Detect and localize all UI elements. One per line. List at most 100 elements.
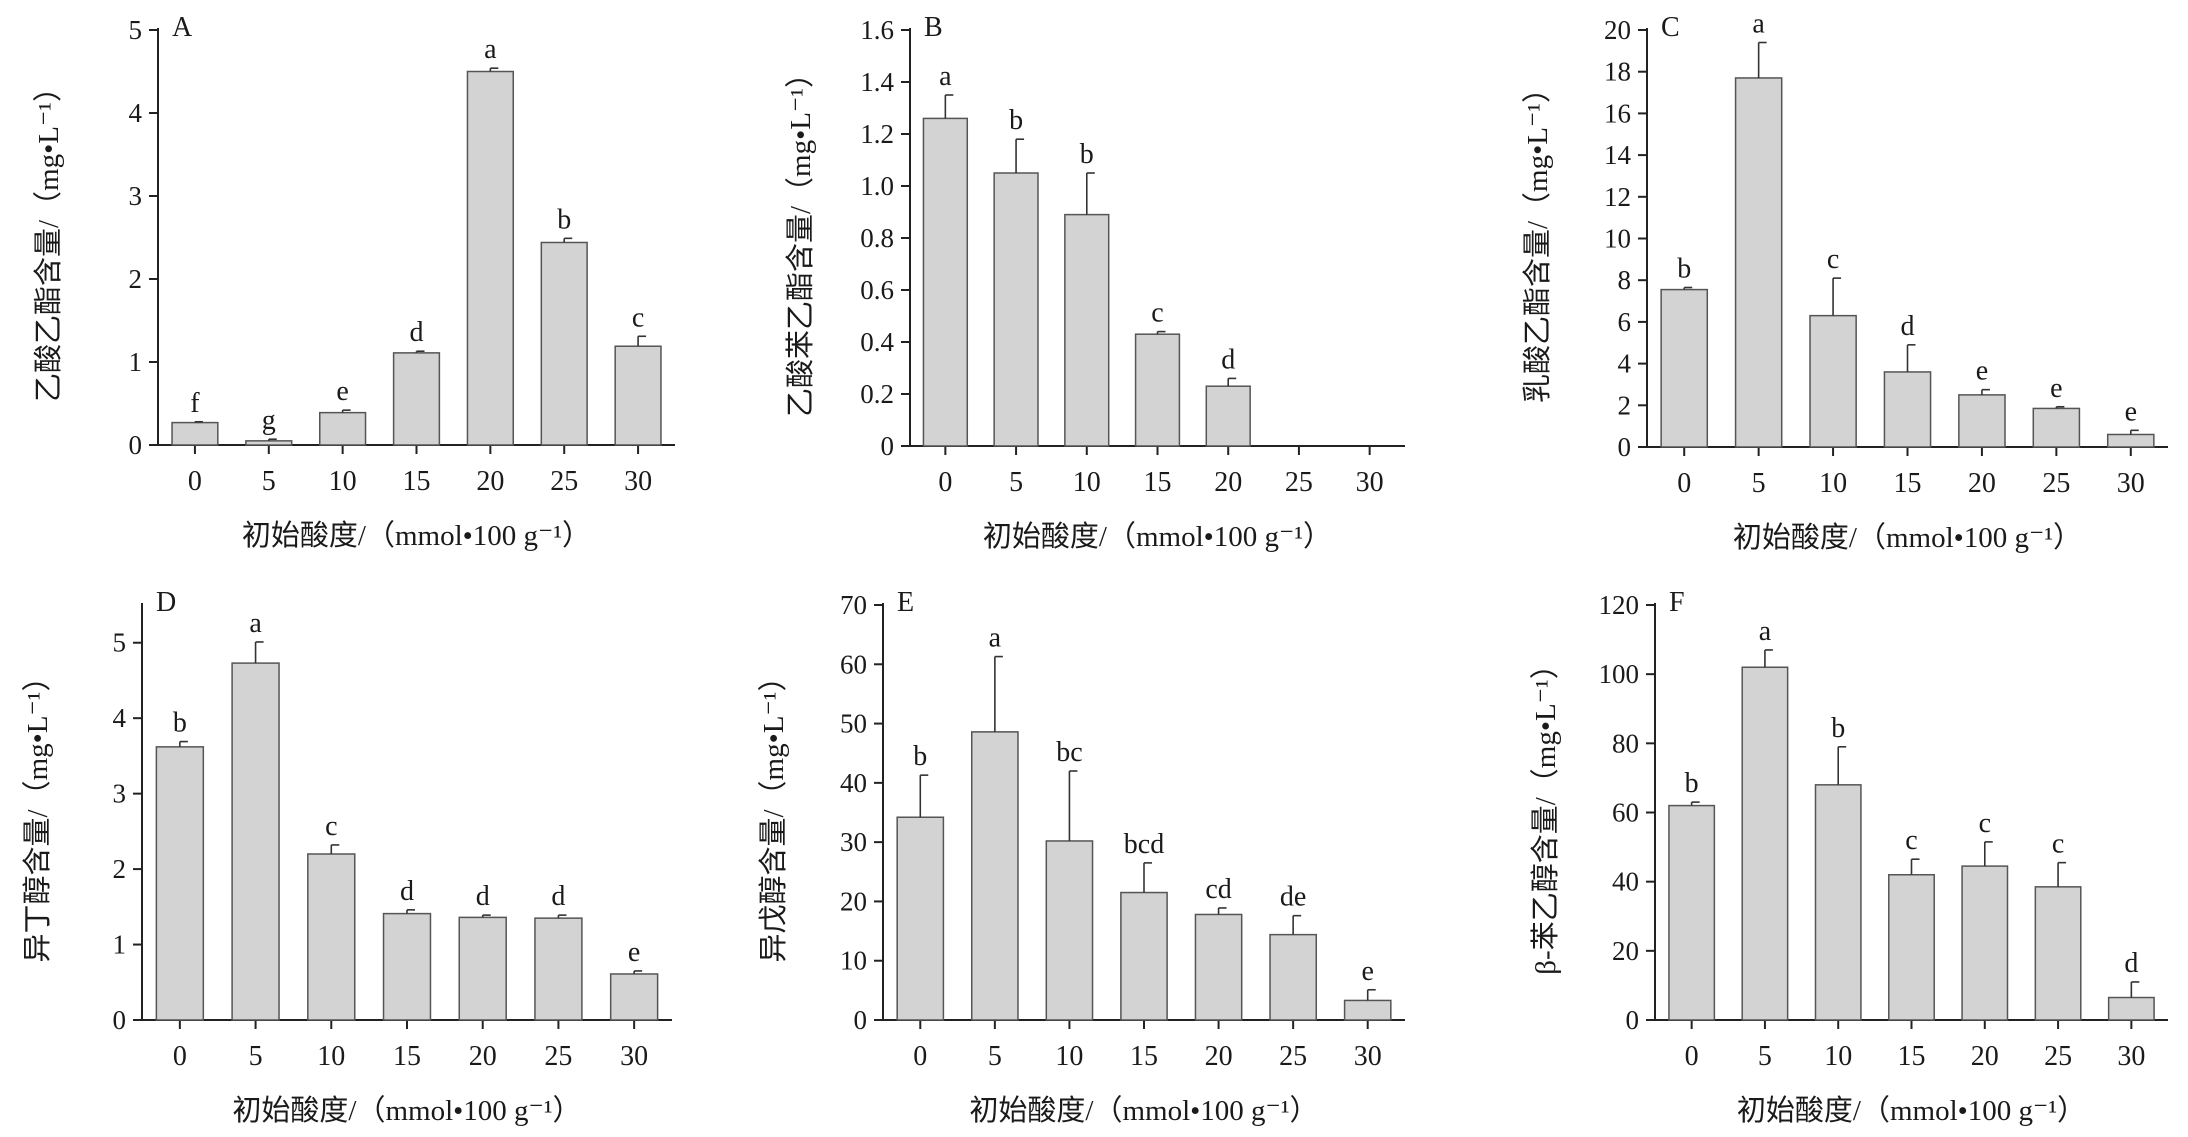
bar	[1134, 333, 1181, 447]
x-tick-label: 10	[1819, 468, 1847, 499]
bar	[993, 172, 1039, 447]
x-tick-label: 10	[329, 466, 357, 497]
significance-letter: c	[1979, 808, 1991, 839]
y-tick-label: 20	[1612, 936, 1639, 966]
significance-letter: b	[1677, 253, 1691, 284]
bar	[970, 731, 1019, 1021]
significance-letter: d	[551, 881, 565, 912]
y-tick-label: 6	[1618, 307, 1632, 337]
bar	[245, 440, 293, 446]
bar	[1961, 865, 2009, 1021]
panel-label: F	[1669, 587, 1685, 618]
significance-letter: d	[2124, 948, 2138, 979]
significance-letter: a	[1759, 616, 1772, 647]
significance-letter: a	[249, 608, 262, 639]
y-tick-label: 3	[129, 181, 143, 211]
x-axis-title: 初始酸度/（mmol•100 g⁻¹）	[1733, 521, 2082, 554]
y-tick-label: 30	[840, 827, 867, 857]
significance-letter: c	[1827, 244, 1839, 275]
y-tick-label: 4	[129, 98, 143, 128]
significance-letter: c	[325, 811, 337, 842]
significance-letter: a	[989, 623, 1002, 654]
x-tick-label: 15	[1144, 467, 1172, 498]
bar	[1741, 666, 1789, 1021]
significance-letter: e	[1361, 956, 1373, 987]
y-tick-label: 1.2	[860, 119, 894, 149]
x-tick-label: 10	[317, 1041, 345, 1072]
x-axis-title: 初始酸度/（mmol•100 g⁻¹）	[1737, 1094, 2086, 1127]
bar	[318, 411, 367, 446]
panel-label: D	[156, 587, 176, 618]
x-tick-label: 0	[173, 1041, 187, 1072]
y-tick-label: 1.0	[860, 171, 894, 201]
significance-letter: f	[190, 388, 200, 419]
significance-letter: c	[632, 302, 644, 333]
significance-letter: cd	[1205, 874, 1231, 905]
y-tick-label: 4	[1618, 349, 1632, 379]
y-tick-label: 0	[113, 1005, 127, 1035]
bar	[1194, 913, 1243, 1021]
y-tick-label: 20	[840, 886, 867, 916]
bar	[2106, 433, 2155, 448]
significance-letter: a	[484, 34, 497, 65]
panel-b: 0 0.2 0.4 0.6 0.8 1.0 1.2 1.4 1.6 B 0 a 5 b 10 b 15 c 20 d 2…	[784, 12, 1405, 553]
bar	[171, 421, 219, 446]
x-tick-label: 0	[188, 466, 202, 497]
bar	[1958, 394, 2006, 448]
bar	[2034, 886, 2082, 1021]
x-tick-label: 5	[262, 466, 276, 497]
bar	[1045, 840, 1094, 1021]
bar	[1120, 891, 1168, 1021]
x-tick-label: 30	[1354, 1041, 1382, 1072]
x-tick-label: 15	[1130, 1041, 1158, 1072]
x-tick-label: 30	[1356, 467, 1384, 498]
significance-letter: b	[1685, 768, 1699, 799]
x-tick-label: 15	[1894, 468, 1922, 499]
x-tick-label: 20	[1968, 468, 1996, 499]
y-tick-label: 120	[1599, 590, 1640, 620]
x-tick-label: 10	[1824, 1041, 1852, 1072]
significance-letter: b	[557, 204, 571, 235]
x-tick-label: 30	[2117, 1041, 2145, 1072]
bar	[896, 816, 945, 1021]
bar	[2107, 996, 2155, 1021]
x-tick-label: 15	[1898, 1041, 1926, 1072]
x-tick-label: 20	[469, 1041, 497, 1072]
x-axis-title: 初始酸度/（mmol•100 g⁻¹）	[969, 1094, 1318, 1127]
y-tick-label: 20	[1604, 15, 1631, 45]
y-tick-label: 1.6	[860, 15, 894, 45]
bar	[609, 973, 659, 1021]
panel-d: 012345D0b5a10c15d20d25d30e初始酸度/（mmol•100…	[21, 587, 672, 1127]
significance-letter: e	[628, 937, 640, 968]
x-tick-label: 20	[1214, 467, 1242, 498]
y-tick-label: 1	[129, 347, 143, 377]
x-axis-title: 初始酸度/（mmol•100 g⁻¹）	[232, 1094, 581, 1127]
bar	[1809, 314, 1857, 448]
significance-letter: b	[1009, 105, 1023, 136]
y-tick-label: 10	[840, 946, 867, 976]
x-tick-label: 10	[1055, 1041, 1083, 1072]
x-tick-label: 5	[1758, 1041, 1772, 1072]
x-tick-label: 15	[393, 1041, 421, 1072]
y-tick-label: 40	[1612, 867, 1639, 897]
significance-letter: e	[2125, 396, 2137, 427]
significance-letter: b	[1080, 139, 1094, 170]
x-tick-label: 25	[1279, 1041, 1307, 1072]
panel-label: C	[1661, 12, 1680, 43]
significance-letter: b	[1831, 713, 1845, 744]
y-tick-label: 0.2	[860, 379, 894, 409]
y-tick-label: 0	[1618, 432, 1632, 462]
y-tick-label: 100	[1599, 659, 1640, 689]
significance-letter: d	[1901, 311, 1915, 342]
bar	[1814, 784, 1862, 1021]
y-tick-label: 80	[1612, 728, 1639, 758]
significance-letter: d	[410, 317, 424, 348]
y-tick-label: 2	[113, 854, 127, 884]
significance-letter: d	[400, 876, 414, 907]
significance-letter: b	[913, 741, 927, 772]
significance-letter: de	[1280, 882, 1306, 913]
y-tick-label: 40	[840, 768, 867, 798]
x-tick-label: 15	[403, 466, 431, 497]
bar	[922, 117, 969, 447]
y-tick-label: 0.8	[860, 223, 894, 253]
